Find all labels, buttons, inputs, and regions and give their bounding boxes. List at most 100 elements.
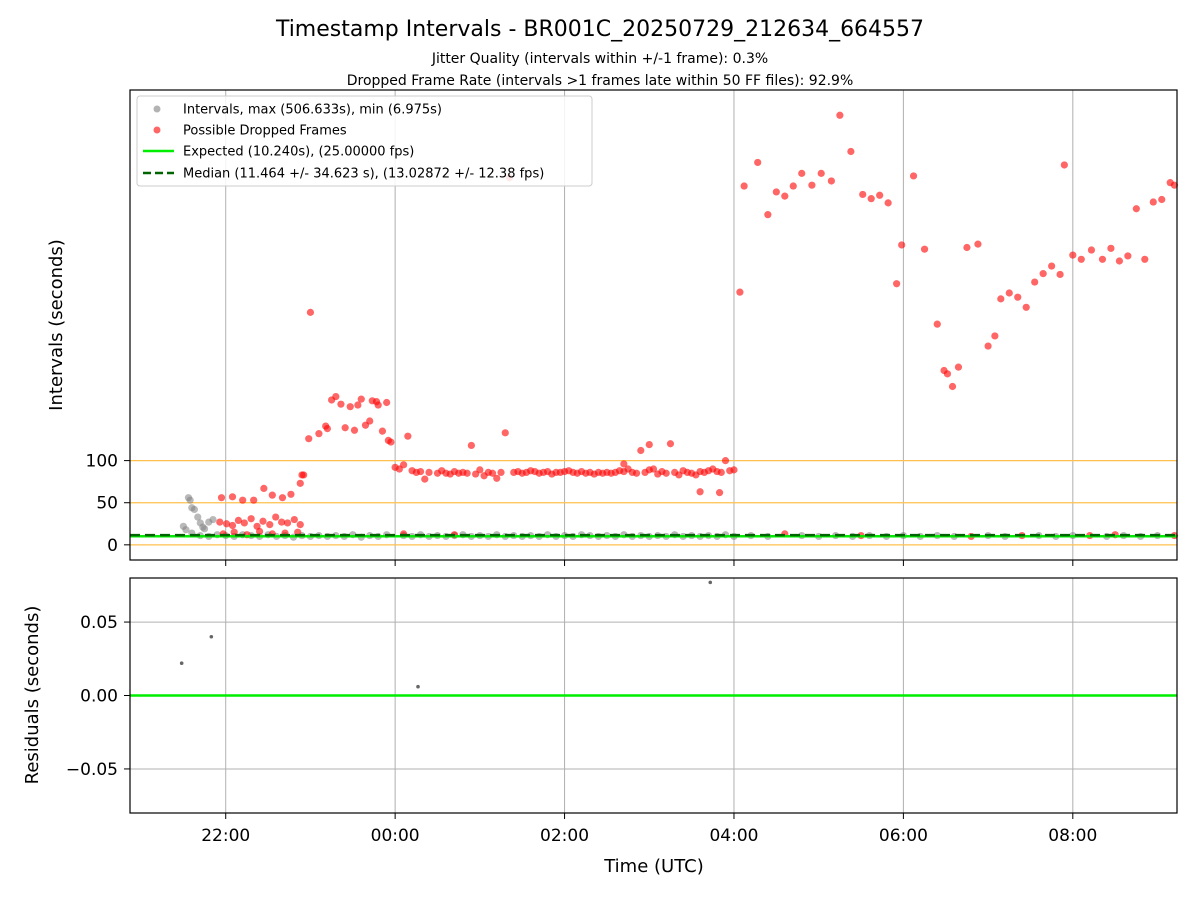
dropped-frame-point bbox=[920, 245, 929, 253]
dropped-frame-point bbox=[1048, 262, 1056, 270]
x-tick-label: 02:00 bbox=[540, 826, 589, 846]
dropped-frame-point bbox=[488, 469, 497, 477]
dropped-frame-point bbox=[836, 111, 844, 119]
dropped-frame-point bbox=[984, 342, 992, 350]
dropped-frame-point bbox=[717, 468, 725, 477]
dropped-frame-point bbox=[817, 169, 825, 177]
dropped-frame-point bbox=[234, 516, 243, 525]
dropped-frame-point bbox=[1107, 244, 1115, 252]
dropped-frame-point bbox=[337, 400, 345, 408]
dropped-frame-point bbox=[387, 438, 395, 446]
dropped-frame-point bbox=[290, 515, 298, 524]
dropped-frame-point bbox=[893, 280, 901, 288]
dropped-frame-point bbox=[216, 518, 224, 526]
x-tick-label: 08:00 bbox=[1048, 826, 1097, 846]
dropped-frame-point bbox=[789, 182, 797, 190]
dropped-frame-point bbox=[296, 479, 304, 487]
interval-point bbox=[200, 525, 209, 533]
reference-lines bbox=[130, 460, 1177, 546]
dropped-frame-point bbox=[463, 469, 471, 477]
legend-marker-dropped bbox=[153, 126, 161, 134]
dropped-frame-point bbox=[239, 496, 247, 504]
dropped-frame-point bbox=[620, 460, 628, 468]
dropped-frame-point bbox=[662, 469, 670, 477]
y-tick-label: 50 bbox=[96, 494, 118, 514]
dropped-frame-point bbox=[736, 288, 744, 296]
dropped-frame-point bbox=[305, 435, 313, 443]
legend-entry-median: Median (11.464 +/- 34.623 s), (13.02872 … bbox=[183, 167, 544, 182]
dropped-frame-point bbox=[416, 467, 425, 476]
dropped-frame-point bbox=[991, 332, 999, 340]
dropped-frame-point bbox=[808, 181, 816, 189]
intervals-y-label: Intervals (seconds) bbox=[46, 239, 67, 411]
x-tick-label: 04:00 bbox=[709, 826, 758, 846]
chart-title: Timestamp Intervals - BR001C_20250729_21… bbox=[275, 17, 924, 42]
dropped-frame-point bbox=[715, 489, 724, 497]
residual-points bbox=[179, 580, 713, 689]
intervals-axes-frame bbox=[129, 89, 1178, 561]
x-tick-label: 06:00 bbox=[879, 826, 928, 846]
dropped-frame-point bbox=[378, 427, 387, 435]
dropped-frame-point bbox=[228, 493, 237, 501]
dropped-frame-point bbox=[740, 182, 748, 190]
dropped-frame-point bbox=[228, 521, 237, 530]
dropped-frame-point bbox=[909, 172, 918, 180]
dropped-frame-point bbox=[341, 424, 349, 432]
residual-point bbox=[416, 684, 420, 689]
chart-subtitle-jitter: Jitter Quality (intervals within +/-1 fr… bbox=[431, 51, 768, 67]
y-tick-label: 100 bbox=[86, 452, 118, 472]
dropped-frame-point bbox=[315, 430, 323, 438]
dropped-frame-point bbox=[1060, 161, 1068, 169]
interval-point bbox=[209, 515, 217, 524]
dropped-frame-point bbox=[1124, 252, 1132, 260]
y-tick-label: 0.00 bbox=[80, 687, 118, 707]
dropped-frame-point bbox=[256, 527, 264, 535]
dropped-frame-point bbox=[283, 519, 292, 527]
dropped-frame-point bbox=[346, 403, 354, 411]
dropped-frame-point bbox=[1115, 257, 1123, 265]
residual-point bbox=[708, 580, 713, 585]
dropped-frame-point bbox=[1014, 293, 1022, 301]
dropped-frame-point bbox=[1077, 255, 1085, 263]
dropped-frame-point bbox=[272, 513, 280, 521]
dropped-frame-point bbox=[827, 177, 835, 185]
dropped-frame-point bbox=[296, 521, 304, 529]
dropped-frame-point bbox=[278, 518, 286, 526]
dropped-frame-point bbox=[847, 147, 855, 156]
dropped-frame-point bbox=[1141, 255, 1149, 263]
dropped-frame-point bbox=[632, 469, 641, 477]
dropped-frame-point bbox=[997, 295, 1005, 303]
residuals-y-ticks: −0.05 0.00 0.05 bbox=[66, 613, 130, 780]
dropped-frame-point bbox=[467, 441, 475, 450]
dropped-frame-point bbox=[366, 417, 374, 425]
residual-point bbox=[209, 634, 214, 639]
dropped-frame-point bbox=[1056, 270, 1064, 279]
dropped-frame-point bbox=[1170, 181, 1179, 189]
dropped-frame-point bbox=[943, 370, 952, 378]
dropped-frame-point bbox=[1132, 205, 1140, 213]
dropped-frame-point bbox=[1039, 270, 1047, 278]
x-tick-label: 00:00 bbox=[371, 826, 420, 846]
interval-point bbox=[182, 526, 190, 534]
dropped-frame-point bbox=[754, 158, 762, 167]
dropped-frame-point bbox=[323, 425, 331, 433]
dropped-frame-point bbox=[493, 474, 501, 482]
dropped-frame-point bbox=[696, 488, 704, 496]
dropped-frame-point bbox=[948, 382, 957, 391]
legend-entry-dropped: Possible Dropped Frames bbox=[183, 124, 347, 139]
dropped-frame-point bbox=[898, 241, 906, 249]
dropped-frame-point bbox=[357, 395, 365, 403]
dropped-frame-point bbox=[1098, 255, 1107, 263]
dropped-frame-point bbox=[876, 191, 884, 199]
dropped-frame-point bbox=[649, 465, 658, 473]
dropped-frame-point bbox=[772, 188, 780, 196]
interval-point bbox=[194, 513, 202, 521]
dropped-frame-point bbox=[1158, 195, 1166, 204]
dropped-frame-point bbox=[287, 490, 295, 498]
normal-interval-points bbox=[179, 494, 1162, 541]
dropped-frame-point bbox=[497, 468, 505, 477]
legend-box bbox=[136, 95, 593, 187]
dropped-frame-point bbox=[1069, 251, 1077, 259]
dropped-frame-point bbox=[259, 517, 267, 525]
